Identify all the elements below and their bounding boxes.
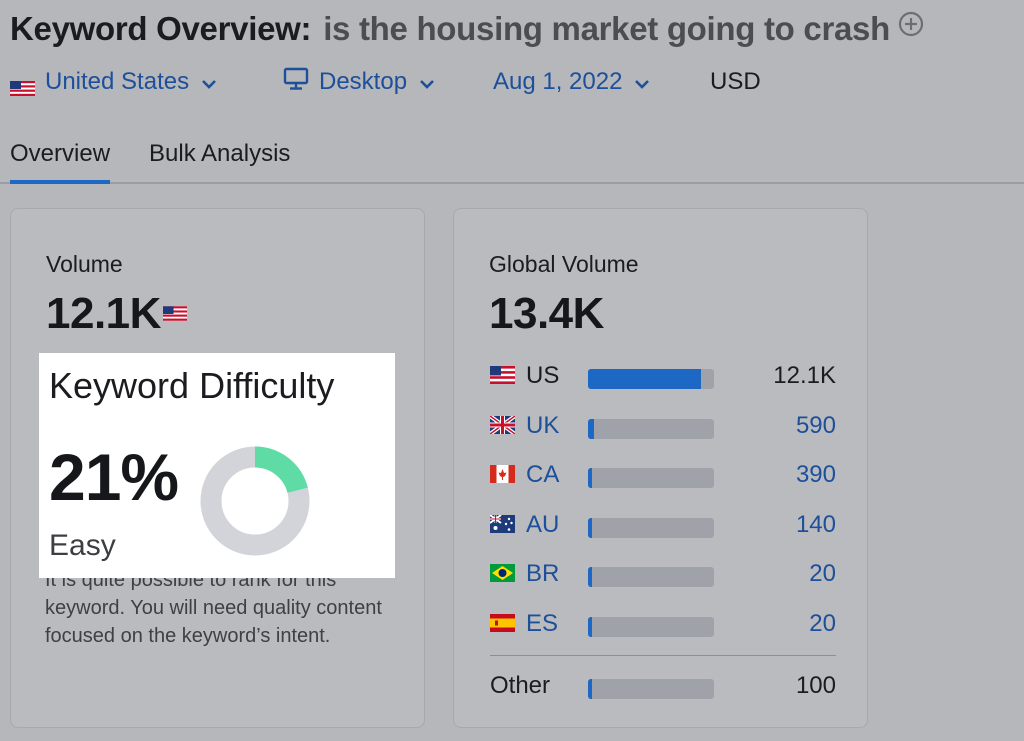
country-volume[interactable]: 140: [795, 510, 836, 538]
keyword-difficulty-title: Keyword Difficulty: [49, 365, 335, 406]
country-code[interactable]: AU: [526, 510, 560, 538]
country-volume[interactable]: 390: [795, 461, 836, 489]
country-volume: 12.1K: [773, 362, 836, 389]
currency-label: USD: [710, 68, 761, 95]
page-title: Keyword Overview:: [10, 10, 312, 47]
volume-bar: [588, 468, 714, 489]
country-volume[interactable]: 20: [809, 560, 836, 588]
volume-bar: [588, 617, 714, 637]
country-row-ca[interactable]: CA 390: [490, 460, 836, 490]
volume-bar-fill: [588, 567, 593, 588]
country-code: US: [526, 362, 560, 389]
country-volume[interactable]: 590: [795, 411, 836, 439]
country-row-br[interactable]: BR 20: [490, 559, 836, 589]
date-select[interactable]: Aug 1, 2022: [493, 66, 650, 98]
es-flag-icon: [490, 614, 515, 637]
volume-value: 12.1K: [46, 289, 161, 338]
country-row-es[interactable]: ES 20: [490, 609, 836, 639]
global-volume-label: Global Volume: [489, 251, 639, 277]
divider: [490, 655, 836, 656]
device-select-label: Desktop: [319, 68, 408, 95]
volume-bar-fill: [588, 369, 702, 389]
volume-bar-fill: [588, 418, 594, 439]
country-code[interactable]: ES: [526, 610, 559, 637]
volume-bar: [588, 567, 714, 588]
country-volume[interactable]: 20: [809, 610, 836, 637]
country-code[interactable]: UK: [526, 411, 560, 439]
add-circle-icon[interactable]: [898, 11, 924, 42]
device-select[interactable]: Desktop: [283, 66, 435, 98]
country-row-uk[interactable]: UK 590: [488, 411, 836, 441]
filter-bar: United States Desktop Aug 1, 2022 USD: [10, 66, 1010, 98]
chevron-down-icon: [201, 68, 217, 96]
keyword-difficulty-description: It is quite possible to rank for this ke…: [45, 569, 382, 647]
ca-flag-icon: [490, 465, 515, 488]
country-select-label: United States: [45, 68, 190, 95]
volume-bar-fill: [588, 468, 593, 489]
keyword-difficulty-box: Keyword Difficulty 21% Easy: [39, 353, 395, 578]
page-header: Keyword Overview: is the housing market g…: [10, 10, 924, 48]
volume-bar: [588, 418, 714, 439]
country-volume: 100: [795, 672, 836, 699]
volume-label: Volume: [46, 251, 123, 277]
tab-bar: Overview Bulk Analysis: [0, 134, 1024, 184]
volume-bar: [588, 517, 714, 538]
volume-bar: [588, 369, 714, 389]
volume-bar-fill: [588, 679, 593, 699]
br-flag-icon: [490, 564, 515, 587]
volume-bar: [588, 679, 714, 699]
keyword-difficulty-percent: 21%: [49, 440, 179, 514]
keyword-difficulty-donut: [200, 446, 310, 556]
chevron-down-icon: [634, 68, 650, 96]
keyword-title: is the housing market going to crash: [323, 10, 890, 47]
us-flag-icon: [490, 366, 515, 389]
date-select-label: Aug 1, 2022: [493, 68, 623, 95]
au-flag-icon: [489, 513, 515, 538]
tab-bulk-analysis[interactable]: Bulk Analysis: [149, 140, 291, 167]
country-code[interactable]: CA: [526, 461, 560, 489]
us-flag-icon: [163, 306, 187, 326]
country-code[interactable]: BR: [526, 560, 560, 588]
tab-overview[interactable]: Overview: [10, 140, 111, 184]
country-row-us: US 12.1K: [490, 361, 836, 391]
us-flag-icon: [10, 75, 35, 96]
country-code: Other: [490, 672, 551, 699]
global-volume-value: 13.4K: [489, 289, 604, 338]
volume-bar-fill: [588, 617, 593, 637]
country-select[interactable]: United States: [10, 66, 217, 98]
desktop-icon: [283, 67, 309, 98]
country-row-other: Other 100: [490, 671, 836, 701]
uk-flag-icon: [488, 413, 517, 439]
chevron-down-icon: [419, 68, 435, 96]
volume-bar-fill: [588, 517, 593, 538]
global-volume-card: Global Volume 13.4K US 12.1K UK 590 CA 390 AU 1…: [453, 208, 868, 728]
keyword-difficulty-level: Easy: [49, 529, 116, 562]
donut-fill: [200, 446, 310, 556]
country-row-au[interactable]: AU 140: [489, 510, 836, 540]
